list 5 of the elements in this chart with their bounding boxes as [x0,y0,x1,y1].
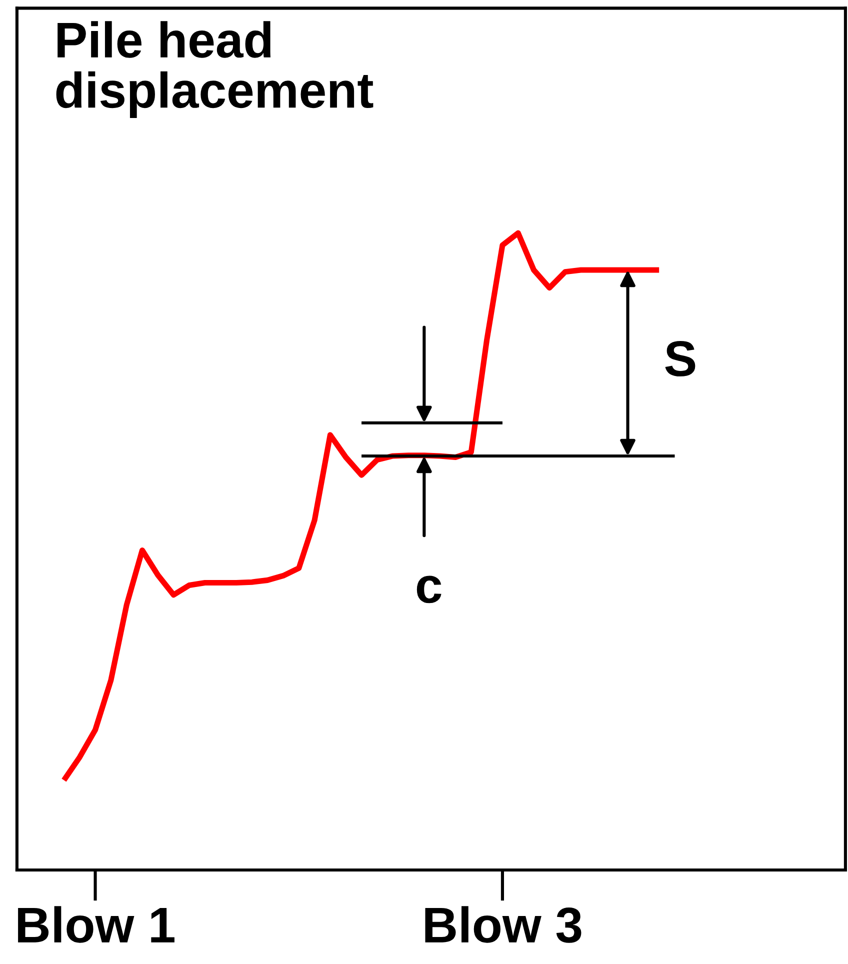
annotation: S [665,341,696,376]
annotation: c [416,576,442,604]
chart-title: Pile head displacement [56,21,374,118]
x-tick-label: Blow 1 [18,906,174,943]
x-tick-label: Blow 3 [425,906,582,943]
